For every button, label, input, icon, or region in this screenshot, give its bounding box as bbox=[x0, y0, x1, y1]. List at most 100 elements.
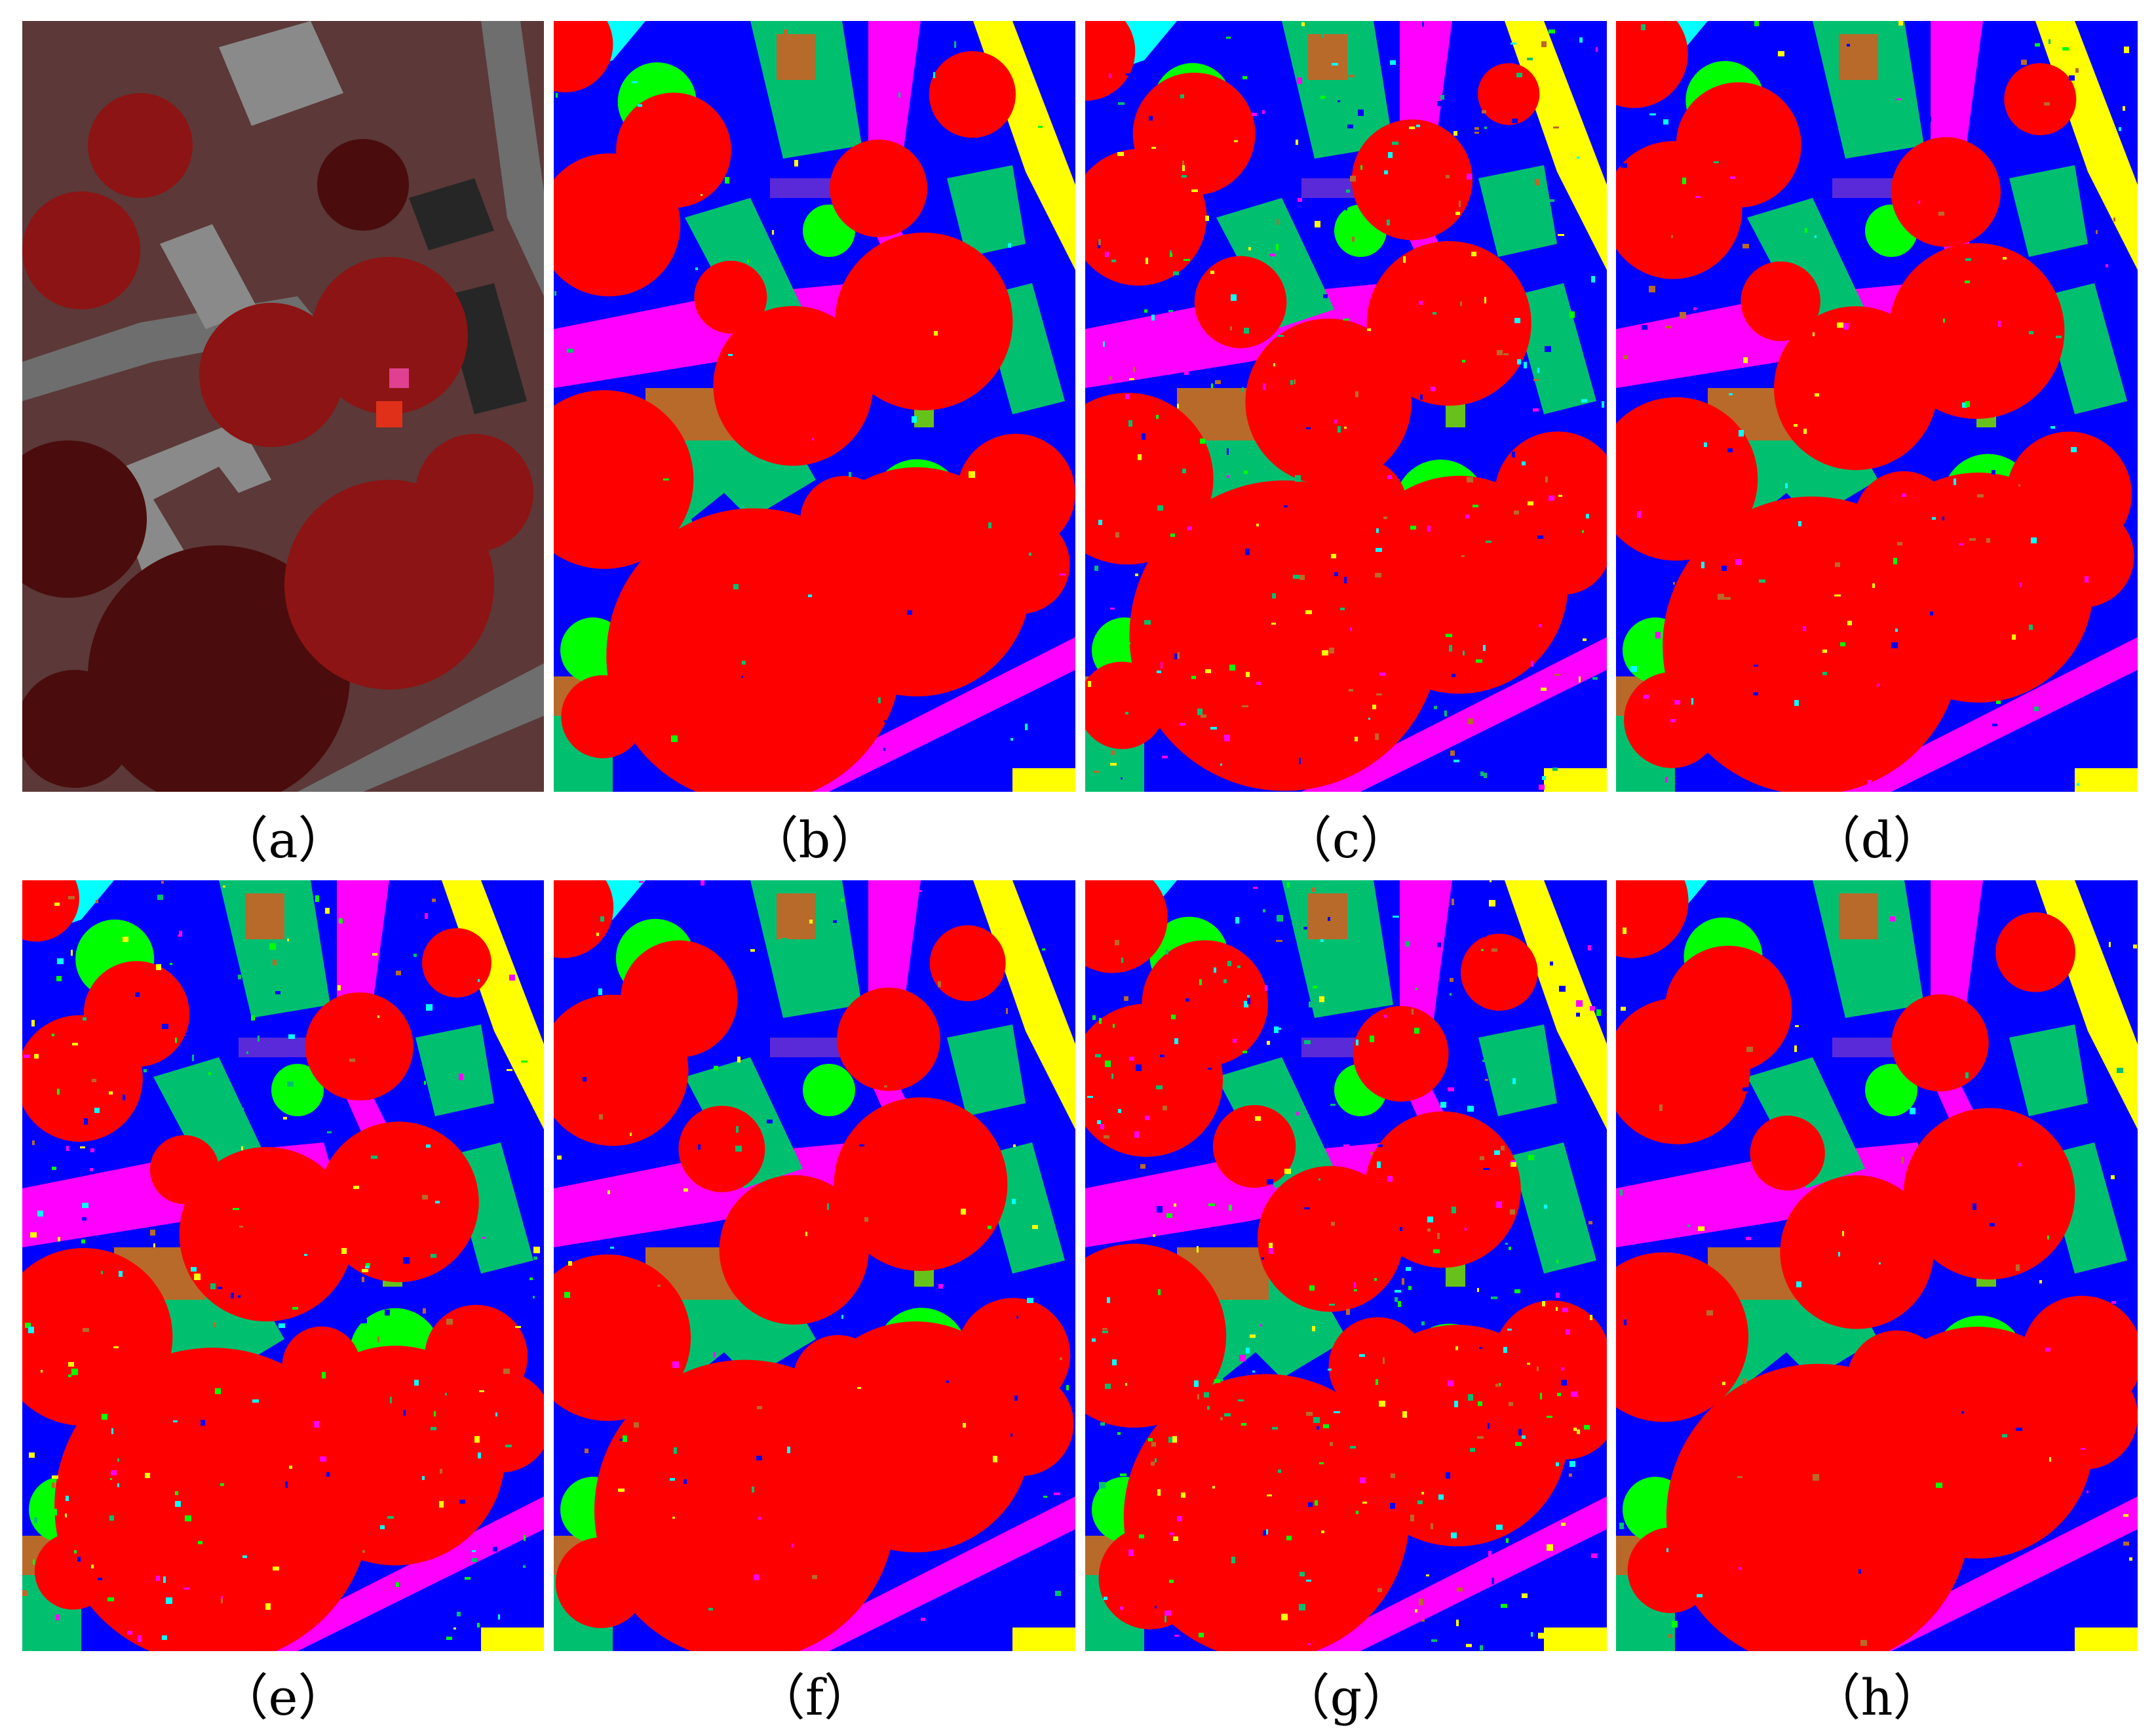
noise-speckle bbox=[273, 1567, 279, 1570]
noise-speckle bbox=[1178, 652, 1180, 659]
noise-speckle bbox=[1704, 442, 1707, 447]
noise-speckle bbox=[1965, 1072, 1969, 1078]
noise-speckle bbox=[1370, 1036, 1374, 1042]
noise-speckle bbox=[1509, 1247, 1511, 1250]
noise-speckle bbox=[1553, 127, 1559, 128]
noise-speckle bbox=[1323, 294, 1328, 298]
noise-speckle bbox=[1902, 494, 1906, 497]
noise-speckle bbox=[1281, 1614, 1288, 1620]
noise-speckle bbox=[174, 929, 179, 935]
noise-speckle bbox=[1421, 1492, 1424, 1494]
noise-speckle bbox=[1252, 113, 1257, 116]
noise-speckle bbox=[1893, 558, 1897, 564]
noise-speckle bbox=[1330, 1442, 1333, 1446]
noise-speckle bbox=[1434, 706, 1437, 709]
noise-speckle bbox=[314, 1421, 319, 1428]
noise-speckle bbox=[1242, 705, 1248, 707]
noise-speckle bbox=[1197, 1394, 1199, 1399]
noise-speckle bbox=[1177, 404, 1179, 408]
tree-cluster-6 bbox=[616, 92, 731, 208]
noise-speckle bbox=[792, 1544, 794, 1548]
noise-speckle bbox=[396, 1582, 399, 1587]
noise-speckle bbox=[1556, 121, 1560, 127]
noise-speckle bbox=[113, 1346, 119, 1348]
noise-speckle bbox=[1309, 1285, 1315, 1291]
noise-speckle bbox=[1230, 462, 1235, 467]
noise-speckle bbox=[1375, 573, 1381, 577]
noise-speckle bbox=[1477, 1436, 1484, 1439]
noise-speckle bbox=[2124, 47, 2129, 53]
noise-speckle bbox=[175, 1491, 178, 1495]
noise-speckle bbox=[1427, 526, 1431, 532]
noise-speckle bbox=[1553, 139, 1556, 144]
noise-speckle bbox=[1220, 1417, 1223, 1420]
noise-speckle bbox=[1727, 448, 1733, 452]
noise-speckle bbox=[1304, 1207, 1310, 1209]
noise-speckle bbox=[1344, 427, 1347, 429]
noise-speckle bbox=[1579, 676, 1581, 682]
noise-speckle bbox=[1299, 1572, 1305, 1576]
noise-speckle bbox=[1450, 751, 1455, 756]
noise-speckle bbox=[1537, 368, 1539, 373]
noise-speckle bbox=[1312, 1326, 1315, 1331]
noise-speckle bbox=[65, 1513, 67, 1517]
noise-speckle bbox=[1898, 21, 1903, 26]
noise-speckle bbox=[1990, 1223, 1995, 1226]
noise-speckle bbox=[144, 1069, 147, 1072]
noise-speckle bbox=[1235, 917, 1239, 924]
noise-speckle bbox=[1815, 235, 1817, 238]
noise-speckle bbox=[1105, 1384, 1111, 1389]
tree-cluster-2 bbox=[713, 305, 874, 466]
noise-speckle bbox=[1242, 76, 1247, 79]
noise-speckle bbox=[22, 1590, 28, 1596]
noise-speckle bbox=[644, 97, 646, 99]
noise-speckle bbox=[1735, 559, 1742, 565]
noise-speckle bbox=[1393, 916, 1399, 918]
classification-map-c bbox=[1085, 21, 1607, 792]
bricks-region-3 bbox=[1308, 893, 1347, 939]
noise-speckle bbox=[2039, 1280, 2042, 1283]
tree-cluster-10 bbox=[22, 880, 80, 942]
noise-speckle bbox=[1522, 1593, 1528, 1598]
noise-speckle bbox=[2085, 576, 2089, 583]
noise-speckle bbox=[2031, 537, 2037, 543]
noise-speckle bbox=[1682, 178, 1686, 184]
noise-speckle bbox=[175, 1038, 177, 1043]
noise-speckle bbox=[1482, 934, 1486, 937]
noise-speckle bbox=[71, 950, 73, 956]
noise-speckle bbox=[238, 975, 241, 979]
noise-speckle bbox=[1569, 1461, 1575, 1467]
noise-speckle bbox=[1742, 244, 1749, 248]
noise-speckle bbox=[1451, 721, 1454, 725]
noise-speckle bbox=[1962, 402, 1967, 408]
noise-speckle bbox=[1121, 777, 1123, 779]
noise-speckle bbox=[1060, 1357, 1062, 1360]
noise-speckle bbox=[423, 1308, 426, 1314]
tree-cluster-7 bbox=[1891, 137, 2001, 247]
noise-speckle bbox=[1577, 1430, 1580, 1434]
noise-speckle bbox=[1350, 1446, 1356, 1449]
noise-speckle bbox=[430, 1595, 435, 1597]
noise-speckle bbox=[1533, 408, 1539, 412]
noise-speckle bbox=[2119, 127, 2121, 131]
noise-speckle bbox=[422, 1476, 425, 1480]
noise-speckle bbox=[431, 1254, 436, 1258]
noise-speckle bbox=[827, 1203, 829, 1210]
tree-cluster-13 bbox=[1511, 1353, 1607, 1460]
noise-speckle bbox=[317, 1135, 323, 1141]
roof-right-building-2 bbox=[1511, 1142, 1596, 1274]
noise-speckle bbox=[366, 1263, 370, 1266]
noise-speckle bbox=[1483, 645, 1486, 651]
noise-speckle bbox=[1427, 1217, 1433, 1222]
tree-cluster-2 bbox=[719, 1175, 869, 1325]
noise-speckle bbox=[1535, 179, 1539, 185]
noise-speckle bbox=[258, 1036, 260, 1042]
noise-speckle bbox=[1576, 1013, 1580, 1017]
noise-speckle bbox=[2035, 43, 2040, 47]
noise-speckle bbox=[1938, 212, 1944, 216]
tree-cluster-6 bbox=[1665, 945, 1792, 1073]
noise-speckle bbox=[1087, 1096, 1093, 1098]
noise-speckle bbox=[163, 1576, 166, 1583]
noise-speckle bbox=[1398, 1301, 1401, 1307]
noise-speckle bbox=[56, 1614, 60, 1620]
